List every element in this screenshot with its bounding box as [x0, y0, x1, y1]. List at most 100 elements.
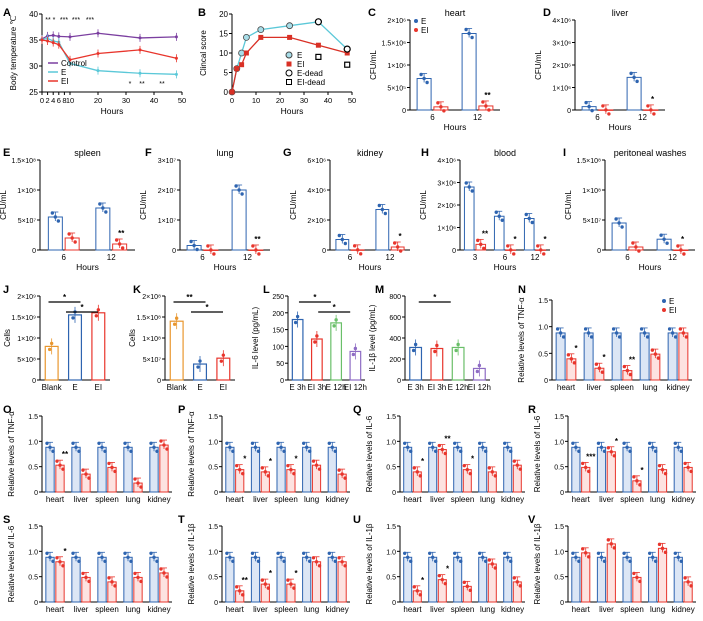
y-tick-label: 0: [402, 108, 406, 115]
data-point: [293, 320, 298, 325]
x-tick-label: 12: [531, 253, 540, 262]
legend-swatch: [662, 308, 666, 312]
data-point: [625, 368, 630, 373]
significance-mark: **: [444, 435, 451, 444]
panel-letter: B: [198, 7, 206, 19]
y-tick-label: 0: [34, 600, 38, 607]
data-point: [586, 331, 591, 335]
significance-mark: **: [186, 293, 193, 302]
x-tick-label: 6: [625, 253, 630, 262]
y-tick-label: 50: [276, 361, 284, 368]
x-tick-label: spleen: [274, 495, 298, 504]
data-point: [572, 361, 577, 365]
data-point: [307, 559, 312, 563]
data-point: [266, 586, 271, 590]
data-point: [477, 363, 482, 368]
legend-swatch: [414, 19, 418, 23]
data-point: [493, 474, 497, 478]
data-point: [653, 449, 658, 453]
data-point: [484, 559, 488, 563]
bar: [478, 446, 488, 493]
x-tick-label: heart: [572, 605, 591, 614]
data-point: [398, 249, 403, 253]
data-point: [453, 551, 457, 555]
data-point: [239, 62, 245, 68]
bar: [639, 332, 650, 381]
data-point: [437, 443, 441, 448]
legend-label: EI: [421, 26, 429, 35]
y-tick-label: 1.0: [554, 549, 564, 556]
panel-letter: J: [3, 284, 9, 296]
panel-letter: H: [421, 147, 429, 159]
bar: [55, 561, 65, 603]
bar: [225, 446, 235, 493]
data-point: [413, 342, 418, 347]
data-point: [670, 331, 675, 335]
bar: [581, 552, 591, 603]
data-point: [103, 559, 107, 563]
x-tick-label: kidney: [501, 605, 524, 614]
y-tick-label: 5×10⁵: [387, 86, 406, 93]
x-tick-label: 0: [230, 96, 234, 105]
data-point: [395, 245, 400, 249]
data-point: [113, 469, 117, 474]
data-point: [518, 467, 522, 471]
data-point: [482, 246, 486, 251]
bar: [123, 556, 133, 603]
y-tick-label: 1×10⁶: [437, 226, 456, 233]
x-tick-label: liver: [253, 495, 268, 504]
y-tick-label: 0: [280, 378, 284, 385]
significance-mark: *: [471, 455, 475, 464]
data-point: [601, 104, 605, 108]
data-point: [628, 559, 632, 563]
data-point: [126, 555, 130, 559]
chart-panel-M: M 0 200 400 600 800 IL-1β level (pg/mL) E 3h EI …: [368, 284, 491, 392]
x-tick-label: 30: [122, 96, 130, 105]
y-tick-label: 1.5×10⁸: [576, 158, 601, 165]
x-tick-label: E 3h: [289, 383, 305, 392]
data-point: [243, 50, 249, 56]
data-point: [524, 212, 528, 217]
data-point: [311, 556, 316, 560]
data-point: [635, 575, 639, 580]
data-point: [481, 100, 485, 104]
x-tick-label: 10: [252, 96, 260, 105]
x-tick-label: 40: [150, 96, 158, 105]
data-point: [238, 589, 242, 593]
data-point: [637, 249, 641, 253]
x-axis-label: Hours: [214, 262, 237, 272]
chart-title: blood: [494, 148, 516, 158]
bar: [45, 446, 55, 493]
data-point: [334, 318, 338, 322]
significance-mark: *: [313, 293, 317, 302]
data-point: [468, 471, 472, 476]
data-point: [333, 559, 337, 563]
x-tick-label: heart: [403, 605, 422, 614]
data-point: [682, 252, 686, 256]
x-tick-label: kidney: [501, 495, 524, 504]
data-point: [289, 467, 293, 472]
data-point: [602, 559, 607, 563]
x-tick-label: lung: [480, 495, 495, 504]
bar: [571, 446, 581, 493]
data-point: [327, 551, 331, 555]
data-point: [315, 334, 319, 338]
x-tick-label: 12: [386, 253, 395, 262]
y-tick-label: 1.5: [554, 414, 564, 421]
data-point: [500, 218, 504, 222]
y-tick-label: 35: [29, 36, 38, 45]
bar: [583, 332, 594, 381]
y-axis-label: Relative levels of IL-1β: [365, 523, 374, 604]
data-point: [340, 237, 345, 242]
data-point: [561, 335, 566, 339]
data-point: [45, 551, 49, 555]
data-point: [590, 108, 594, 113]
data-point: [392, 241, 397, 245]
data-point: [415, 470, 419, 474]
data-point: [596, 551, 601, 555]
bar: [97, 446, 107, 493]
data-point: [515, 580, 519, 584]
data-point: [229, 89, 235, 95]
data-point: [431, 445, 435, 449]
